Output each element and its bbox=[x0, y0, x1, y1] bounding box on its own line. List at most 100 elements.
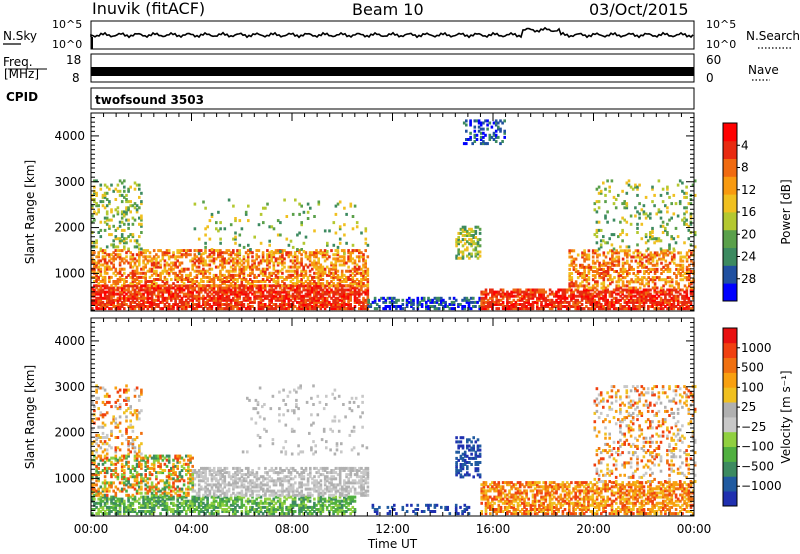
power-cell bbox=[229, 307, 233, 311]
power-cell bbox=[340, 284, 344, 288]
power-cell bbox=[480, 296, 483, 300]
velocity-cell bbox=[172, 512, 175, 516]
power-cell bbox=[343, 263, 346, 267]
power-cell bbox=[338, 305, 342, 308]
power-cell bbox=[138, 195, 141, 199]
power-cell bbox=[553, 292, 556, 296]
power-cell bbox=[129, 261, 132, 265]
power-cell bbox=[353, 300, 357, 304]
power-cell bbox=[604, 263, 608, 267]
power-cell bbox=[313, 271, 316, 275]
power-cell bbox=[272, 253, 276, 257]
power-cell bbox=[91, 220, 94, 224]
power-cell bbox=[274, 296, 278, 300]
power-cell bbox=[274, 305, 278, 308]
velocity-cell bbox=[199, 508, 203, 511]
power-cell bbox=[242, 292, 246, 296]
power-cell bbox=[681, 181, 684, 185]
power-cell bbox=[155, 253, 158, 257]
power-cell bbox=[548, 298, 552, 302]
power-cell bbox=[276, 305, 280, 308]
power-cell bbox=[227, 249, 231, 253]
power-cell bbox=[351, 278, 355, 281]
power-cell bbox=[180, 255, 184, 259]
power-cell bbox=[328, 300, 331, 304]
power-cell bbox=[180, 253, 184, 257]
power-cell bbox=[304, 255, 308, 259]
velocity-cell bbox=[150, 501, 154, 505]
power-cell bbox=[315, 303, 318, 306]
power-cell bbox=[202, 267, 205, 271]
power-cell bbox=[103, 292, 107, 296]
power-cell bbox=[261, 292, 265, 296]
power-cell bbox=[278, 284, 282, 288]
power-cell bbox=[185, 298, 188, 302]
power-cell bbox=[328, 284, 331, 288]
power-cell bbox=[180, 273, 184, 277]
noise-tick-left-low: 10^0 bbox=[52, 38, 83, 51]
velocity-cell bbox=[191, 495, 194, 499]
velocity-cell bbox=[142, 501, 145, 505]
power-cell bbox=[212, 298, 216, 302]
power-cell bbox=[317, 280, 320, 283]
power-cell bbox=[300, 305, 303, 308]
power-cell bbox=[99, 284, 103, 288]
power-cell bbox=[234, 257, 237, 261]
power-cell bbox=[125, 255, 128, 259]
power-cell bbox=[91, 288, 94, 292]
power-cell bbox=[135, 292, 139, 296]
power-cell bbox=[593, 298, 597, 302]
power-cell bbox=[578, 305, 582, 308]
power-cell bbox=[255, 265, 258, 269]
power-cell bbox=[197, 294, 201, 298]
power-cell bbox=[105, 198, 109, 201]
power-cell bbox=[236, 286, 239, 290]
power-cell bbox=[486, 305, 490, 308]
power-cell bbox=[321, 298, 325, 302]
power-cell bbox=[289, 303, 293, 306]
power-cell bbox=[670, 284, 674, 288]
power-cell bbox=[103, 303, 107, 306]
power-cell bbox=[638, 307, 642, 311]
power-cell bbox=[606, 272, 610, 275]
power-cell bbox=[108, 187, 111, 191]
power-cell bbox=[585, 294, 588, 298]
power-cell bbox=[217, 296, 220, 300]
power-cell bbox=[112, 263, 115, 267]
power-cell bbox=[165, 288, 169, 292]
power-cell bbox=[574, 288, 577, 292]
power-cell bbox=[202, 303, 205, 306]
power-cell bbox=[538, 290, 541, 294]
power-cell bbox=[659, 290, 663, 294]
power-cell bbox=[315, 284, 318, 288]
power-cell bbox=[195, 273, 199, 277]
power-cell bbox=[182, 292, 186, 296]
power-cell bbox=[234, 298, 237, 302]
power-cell bbox=[197, 296, 201, 300]
power-cell bbox=[163, 282, 167, 286]
power-cell bbox=[120, 233, 124, 237]
power-cell bbox=[572, 303, 575, 306]
power-cell bbox=[636, 249, 640, 253]
power-cell bbox=[482, 307, 486, 311]
power-cell bbox=[287, 296, 291, 300]
power-cell bbox=[294, 198, 297, 202]
power-cell bbox=[249, 286, 252, 290]
power-cell bbox=[315, 288, 318, 292]
power-cell bbox=[531, 294, 535, 298]
power-cell bbox=[195, 265, 199, 269]
power-cell bbox=[596, 284, 599, 288]
power-cell bbox=[606, 220, 609, 224]
power-cell bbox=[688, 263, 691, 267]
power-cell bbox=[105, 294, 109, 298]
power-cell bbox=[311, 261, 314, 265]
power-cell bbox=[302, 296, 305, 300]
power-cell bbox=[97, 288, 100, 292]
power-cell bbox=[638, 292, 642, 296]
power-cell bbox=[501, 296, 505, 300]
power-cell bbox=[323, 298, 327, 302]
power-cell bbox=[653, 237, 656, 241]
power-cell bbox=[97, 251, 100, 255]
power-cell bbox=[489, 296, 492, 300]
velocity-cell bbox=[103, 503, 107, 507]
